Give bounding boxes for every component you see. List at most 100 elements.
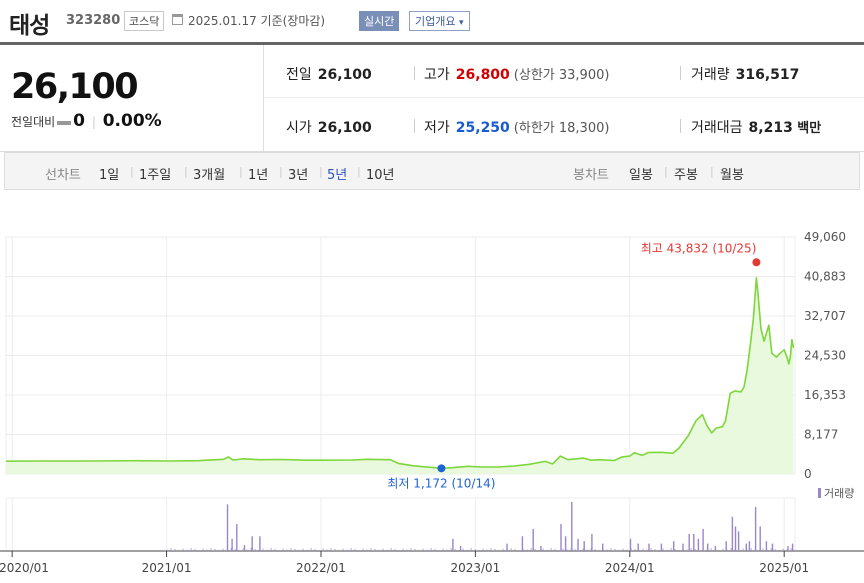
period-1y[interactable]: 1년 bbox=[248, 168, 269, 183]
volume-bar bbox=[314, 549, 316, 552]
stock-code: 323280 bbox=[66, 13, 121, 28]
volume-bar bbox=[754, 549, 756, 552]
volume-bar bbox=[782, 548, 784, 552]
trade-amount: 거래대금 8,213 백만 bbox=[691, 117, 821, 137]
volume-bar bbox=[194, 549, 196, 552]
volume-bar bbox=[702, 548, 704, 552]
volume-bar bbox=[438, 550, 440, 552]
divider bbox=[414, 119, 415, 133]
volume-bar bbox=[226, 504, 229, 551]
company-info-label: 기업개요 bbox=[415, 15, 456, 28]
candle-chart-label: 봉차트 bbox=[573, 168, 609, 183]
volume-bar bbox=[398, 550, 400, 552]
volume-bar bbox=[170, 548, 172, 552]
price-chart: 49,060 40,883 32,707 24,530 16,353 8,177 0 2020… bbox=[0, 230, 864, 575]
stock-name: 태성 bbox=[9, 13, 50, 39]
period-5y[interactable]: 5년 bbox=[327, 168, 348, 183]
divider: | bbox=[130, 165, 134, 178]
volume-bar bbox=[562, 548, 564, 552]
volume-bar bbox=[538, 550, 540, 552]
volume-bar bbox=[342, 548, 344, 552]
candle-monthly[interactable]: 월봉 bbox=[720, 168, 744, 183]
volume-bar bbox=[688, 533, 690, 551]
amount-unit: 백만 bbox=[797, 121, 822, 136]
low-value: 25,250 bbox=[455, 120, 510, 136]
volume-bar bbox=[350, 548, 352, 552]
volume-bar bbox=[697, 538, 700, 552]
prev-close: 전일 26,100 bbox=[286, 64, 372, 84]
period-1w[interactable]: 1주일 bbox=[139, 168, 172, 183]
volume-bar bbox=[521, 536, 524, 551]
volume-bar bbox=[459, 546, 462, 551]
volume-bar bbox=[546, 549, 548, 552]
volume-bar bbox=[540, 546, 542, 551]
volume-bar bbox=[390, 548, 392, 552]
x-tick-label: 2022/01 bbox=[296, 561, 346, 575]
volume-bar bbox=[754, 506, 757, 551]
volume-bar bbox=[742, 548, 744, 552]
upper-limit: (상한가 33,900) bbox=[513, 68, 610, 83]
volume-bar bbox=[682, 543, 684, 551]
volume-bar bbox=[454, 549, 456, 552]
y-tick-label: 49,060 bbox=[804, 230, 846, 244]
volume-bar bbox=[564, 536, 567, 551]
volume-panel bbox=[5, 497, 796, 552]
volume-bar bbox=[262, 548, 264, 552]
open-value: 26,100 bbox=[317, 120, 372, 136]
volume-bar bbox=[638, 550, 640, 552]
volume-bar bbox=[722, 548, 724, 552]
volume-bar bbox=[590, 548, 592, 552]
volume-bar bbox=[210, 548, 212, 552]
volume-bar bbox=[414, 549, 416, 552]
volume-bar bbox=[566, 549, 568, 552]
y-tick-label: 8,177 bbox=[804, 427, 838, 441]
period-3m[interactable]: 3개월 bbox=[193, 168, 226, 183]
volume-bar bbox=[434, 549, 436, 552]
volume-bar bbox=[506, 549, 508, 552]
volume-bar bbox=[494, 549, 496, 552]
period-10y[interactable]: 10년 bbox=[366, 168, 395, 183]
candle-daily[interactable]: 일봉 bbox=[629, 168, 653, 183]
period-3y[interactable]: 3년 bbox=[288, 168, 309, 183]
volume-bar bbox=[758, 550, 760, 552]
volume-bar bbox=[478, 550, 480, 552]
volume-bar bbox=[654, 549, 656, 552]
open-label: 시가 bbox=[286, 120, 312, 136]
volume-bar bbox=[718, 550, 720, 552]
volume-bar bbox=[602, 543, 604, 551]
volume-bar bbox=[282, 548, 284, 552]
volume-bar bbox=[394, 549, 396, 552]
volume-bar bbox=[591, 533, 593, 551]
change-label: 전일대비 bbox=[11, 115, 56, 129]
candle-weekly[interactable]: 주봉 bbox=[674, 168, 698, 183]
volume-bar bbox=[734, 526, 737, 551]
volume-bar bbox=[560, 524, 562, 552]
amount-label: 거래대금 bbox=[691, 120, 743, 136]
lower-limit: (하한가 18,300) bbox=[513, 121, 610, 136]
period-1d[interactable]: 1일 bbox=[99, 168, 120, 183]
volume-bar bbox=[386, 549, 388, 552]
volume-bar bbox=[322, 548, 324, 552]
volume-bar bbox=[714, 546, 717, 551]
volume-bar bbox=[642, 548, 644, 552]
volume-bar bbox=[382, 548, 384, 552]
volume-bar bbox=[674, 549, 676, 552]
volume-bar bbox=[586, 549, 588, 552]
volume-bar bbox=[198, 550, 200, 552]
volume-bar bbox=[254, 549, 256, 552]
realtime-button[interactable]: 실시간 bbox=[359, 11, 400, 31]
volume-bar bbox=[426, 549, 428, 552]
volume-bar bbox=[258, 550, 260, 552]
volume-bar bbox=[378, 550, 380, 552]
low-price: 저가 25,250 (하한가 18,300) bbox=[424, 117, 609, 137]
volume-bar bbox=[498, 550, 500, 552]
company-info-dropdown[interactable]: 기업개요 ▾ bbox=[409, 11, 470, 31]
volume-bar bbox=[174, 549, 176, 552]
volume-bar bbox=[222, 548, 224, 552]
volume-bar bbox=[446, 549, 448, 552]
volume: 거래량 316,517 bbox=[691, 64, 799, 84]
volume-bar bbox=[542, 548, 544, 552]
volume-bar bbox=[790, 548, 792, 552]
volume-bar bbox=[660, 543, 663, 551]
volume-bar bbox=[634, 549, 636, 552]
